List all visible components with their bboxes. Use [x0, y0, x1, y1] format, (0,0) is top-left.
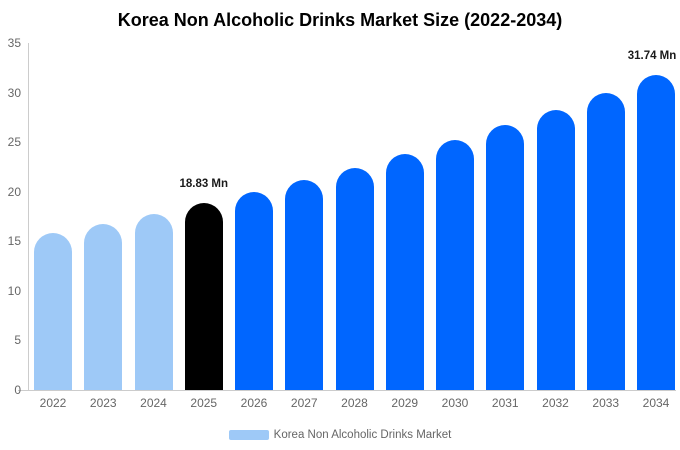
y-axis-label-0: 0	[14, 383, 21, 397]
x-axis-label-2030: 2030	[441, 396, 469, 410]
x-axis-label-2031: 2031	[491, 396, 519, 410]
bar-2033	[586, 92, 625, 390]
x-axis-label-2033: 2033	[592, 396, 620, 410]
bar-value-label-2034: 31.74 Mn	[627, 50, 677, 63]
y-axis-label-30: 30	[7, 85, 21, 100]
bar-2027	[285, 180, 324, 390]
bar-2031	[486, 125, 525, 390]
bar-2029	[385, 154, 424, 390]
chart-title: Korea Non Alcoholic Drinks Market Size (…	[117, 10, 563, 30]
bar-2030	[436, 140, 474, 390]
bar-2025	[184, 203, 223, 390]
y-axis-label-25: 25	[7, 135, 21, 150]
x-axis-label-2034: 2034	[642, 396, 670, 410]
x-axis-label-2023: 2023	[89, 396, 117, 410]
y-axis-label-10: 10	[7, 283, 21, 298]
x-axis-label-2022: 2022	[39, 396, 67, 410]
legend-swatch	[228, 430, 269, 440]
x-axis-label-2027: 2027	[290, 396, 318, 410]
y-axis-label-15: 15	[7, 234, 21, 249]
bar-2022	[34, 233, 72, 390]
x-axis-label-2028: 2028	[341, 396, 368, 410]
y-axis-label-5: 5	[14, 333, 21, 348]
bar-2024	[134, 213, 173, 390]
bar-value-label-2025: 18.83 Mn	[179, 178, 229, 191]
legend-label: Korea Non Alcoholic Drinks Market	[273, 429, 452, 441]
bar-2034	[637, 75, 675, 390]
y-axis-label-35: 35	[7, 36, 21, 50]
bar-2028	[335, 167, 374, 390]
y-axis-line	[28, 43, 29, 390]
legend-item[interactable]: Korea Non Alcoholic Drinks Market	[0, 427, 680, 443]
x-axis-label-2032: 2032	[542, 396, 569, 410]
x-axis-line	[18, 390, 676, 391]
bar-2032	[536, 109, 575, 390]
x-axis-label-2029: 2029	[391, 396, 419, 410]
x-axis-label-2024: 2024	[140, 396, 167, 410]
bar-2023	[84, 223, 123, 390]
bar-2026	[235, 192, 273, 390]
y-axis-label-20: 20	[7, 184, 21, 199]
x-axis-label-2025: 2025	[190, 396, 218, 410]
x-axis-label-2026: 2026	[240, 396, 268, 410]
